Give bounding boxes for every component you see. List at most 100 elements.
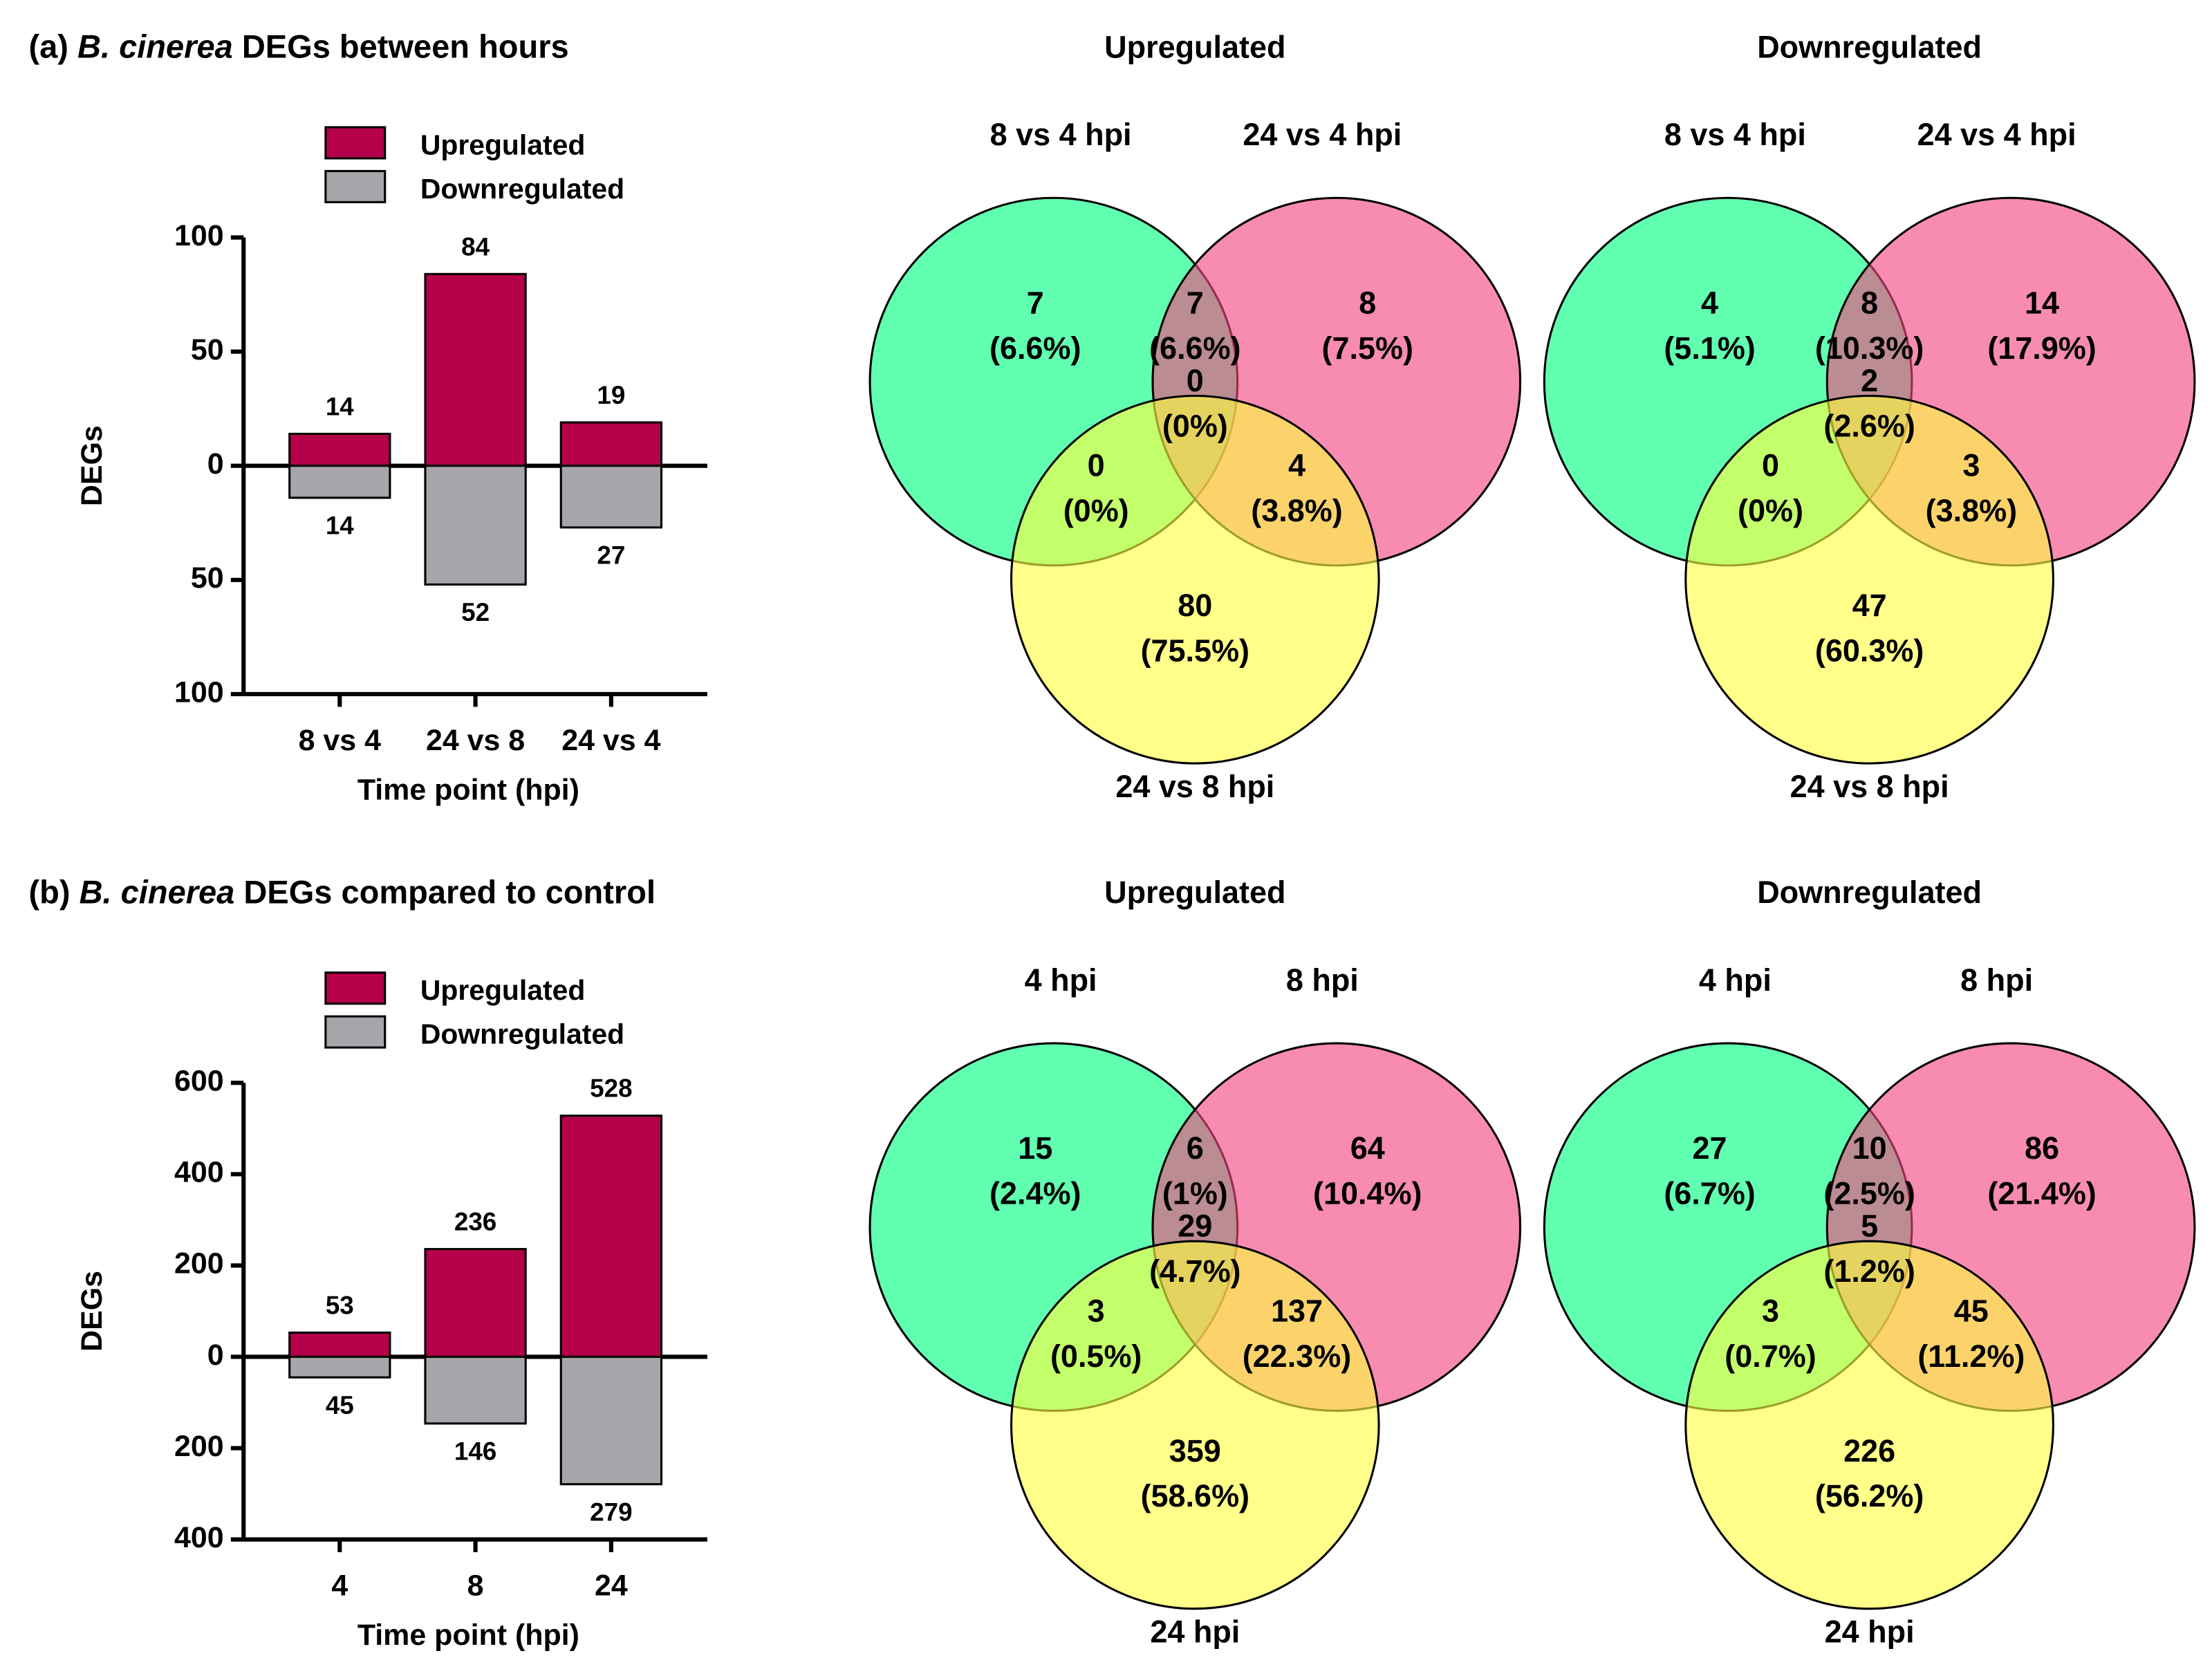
- set-label: 24 hpi: [1150, 1614, 1240, 1649]
- title-part: B. cinerea: [77, 28, 233, 65]
- legend-label: Upregulated: [420, 974, 585, 1006]
- venn-title: Downregulated: [1757, 29, 1982, 64]
- legend-swatch: [324, 169, 387, 203]
- y-tick-label: 200: [174, 1247, 224, 1280]
- region-count: 3: [1088, 1293, 1105, 1328]
- legend-swatch: [324, 1015, 387, 1049]
- region-percent: (1%): [1162, 1176, 1228, 1211]
- x-tick-label: 8: [467, 1569, 484, 1602]
- set-label: 24 vs 8 hpi: [1790, 769, 1949, 804]
- venn-title: Upregulated: [1104, 875, 1285, 910]
- venn-circle: [1010, 1240, 1380, 1610]
- region-count: 10: [1852, 1130, 1887, 1166]
- value-label: 45: [326, 1391, 354, 1419]
- region-count: 3: [1762, 1293, 1779, 1328]
- region-count: 29: [1178, 1209, 1212, 1244]
- region-count: 80: [1178, 588, 1212, 623]
- region-percent: (0%): [1063, 493, 1129, 528]
- region-percent: (58.6%): [1141, 1478, 1249, 1513]
- region-percent: (6.6%): [1149, 330, 1240, 366]
- region-count: 4: [1701, 286, 1718, 321]
- y-tick-label: 100: [174, 675, 224, 709]
- region-count: 86: [2025, 1130, 2059, 1166]
- x-axis-title: Time point (hpi): [357, 1619, 579, 1652]
- region-percent: (2.5%): [1823, 1176, 1915, 1211]
- bar: [288, 1331, 391, 1358]
- region-count: 8: [1359, 286, 1376, 321]
- legend-label: Downregulated: [420, 173, 624, 205]
- y-tick-label: 0: [207, 447, 224, 481]
- venn-circle: [1684, 1240, 2054, 1610]
- y-tick-label: 600: [174, 1065, 224, 1098]
- set-label: 8 vs 4 hpi: [1664, 117, 1806, 152]
- title-part: (a): [28, 28, 77, 65]
- region-percent: (60.3%): [1815, 633, 1924, 669]
- region-count: 359: [1169, 1433, 1221, 1469]
- region-count: 8: [1861, 286, 1878, 321]
- region-percent: (10.3%): [1815, 330, 1924, 366]
- set-label: 24 vs 4 hpi: [1243, 117, 1402, 152]
- bar: [288, 432, 391, 467]
- set-label: 24 vs 8 hpi: [1115, 769, 1274, 804]
- set-label: 8 vs 4 hpi: [990, 117, 1132, 152]
- value-label: 236: [454, 1208, 496, 1236]
- value-label: 279: [590, 1498, 632, 1526]
- panel-title: (b) B. cinerea DEGs compared to control: [28, 874, 656, 911]
- region-count: 0: [1187, 363, 1204, 398]
- value-label: 52: [461, 598, 490, 626]
- title-part: DEGs between hours: [233, 28, 569, 65]
- region-percent: (0%): [1162, 408, 1228, 443]
- value-label: 53: [326, 1291, 354, 1319]
- region-count: 5: [1861, 1209, 1878, 1244]
- region-count: 45: [1954, 1293, 1989, 1328]
- venn-circle: [1010, 394, 1380, 765]
- set-label: 24 vs 4 hpi: [1917, 117, 2076, 152]
- x-tick-label: 24 vs 8: [426, 724, 525, 757]
- region-percent: (4.7%): [1149, 1253, 1240, 1289]
- region-count: 2: [1861, 363, 1878, 398]
- title-part: B. cinerea: [80, 874, 235, 911]
- y-tick-label: 200: [174, 1430, 224, 1463]
- region-percent: (21.4%): [1987, 1176, 2096, 1211]
- x-tick-label: 4: [331, 1569, 348, 1602]
- set-label: 4 hpi: [1699, 962, 1772, 998]
- bar: [559, 1355, 663, 1486]
- region-count: 0: [1088, 448, 1105, 483]
- panel-title: (a) B. cinerea DEGs between hours: [28, 28, 568, 65]
- bar: [559, 465, 663, 529]
- value-label: 19: [597, 381, 625, 409]
- region-count: 27: [1693, 1130, 1727, 1166]
- value-label: 84: [461, 232, 490, 261]
- region-percent: (0%): [1738, 493, 1803, 528]
- value-label: 27: [597, 541, 625, 570]
- region-percent: (0.7%): [1725, 1339, 1816, 1374]
- x-tick-label: 8 vs 4: [299, 724, 381, 757]
- bar: [559, 1115, 663, 1358]
- region-count: 7: [1027, 286, 1044, 321]
- region-percent: (6.6%): [989, 330, 1081, 366]
- region-percent: (2.4%): [989, 1176, 1081, 1211]
- region-count: 0: [1762, 448, 1779, 483]
- value-label: 14: [326, 512, 354, 540]
- region-percent: (75.5%): [1141, 633, 1249, 669]
- venn-circle: [1684, 394, 2054, 765]
- y-tick-label: 50: [191, 333, 224, 366]
- region-count: 14: [2025, 286, 2059, 321]
- y-tick-label: 400: [174, 1521, 224, 1554]
- region-count: 226: [1843, 1433, 1895, 1469]
- region-count: 6: [1187, 1130, 1204, 1166]
- region-percent: (0.5%): [1050, 1339, 1142, 1374]
- set-label: 24 hpi: [1825, 1614, 1915, 1649]
- region-percent: (1.2%): [1823, 1253, 1915, 1289]
- y-axis-title: DEGs: [75, 425, 109, 506]
- region-percent: (3.8%): [1926, 493, 2017, 528]
- region-percent: (2.6%): [1823, 408, 1915, 443]
- legend-swatch: [324, 971, 387, 1005]
- region-percent: (22.3%): [1243, 1339, 1351, 1374]
- bar: [424, 1248, 527, 1358]
- region-count: 64: [1350, 1130, 1385, 1166]
- region-count: 3: [1962, 448, 1980, 483]
- legend-label: Upregulated: [420, 129, 585, 160]
- bar: [424, 1355, 527, 1425]
